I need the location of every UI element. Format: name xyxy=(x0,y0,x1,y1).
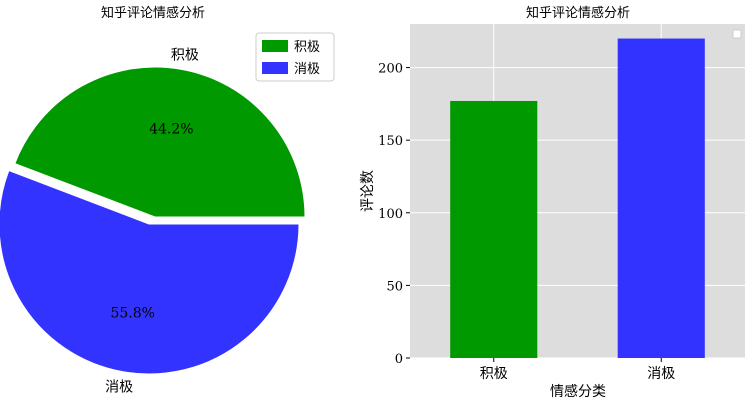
pie-title: 知乎评论情感分析 xyxy=(101,5,205,21)
pie-percent-label: 44.2% xyxy=(149,121,193,137)
pie-slices xyxy=(0,66,306,375)
pie-labels: 44.2% 积极 55.8% 消极 xyxy=(105,48,199,396)
pie-slice-positive xyxy=(14,66,306,218)
y-tick-label: 0 xyxy=(395,352,403,367)
y-tick-label: 200 xyxy=(378,62,403,77)
bar-chart: 知乎评论情感分析 0 50 100 150 200 积极 消极 情感分类 评论数 xyxy=(360,5,745,400)
legend-box xyxy=(732,29,742,39)
x-tick-label: 积极 xyxy=(480,366,508,382)
legend-swatch-negative xyxy=(262,62,288,74)
pie-slice-negative xyxy=(0,169,300,375)
x-axis-label: 情感分类 xyxy=(550,383,606,400)
bar-title: 知乎评论情感分析 xyxy=(526,5,630,21)
x-axis: 积极 消极 xyxy=(480,358,675,382)
pie-percent-label: 55.8% xyxy=(110,306,154,322)
y-tick-label: 100 xyxy=(378,207,403,222)
legend-label-negative: 消极 xyxy=(294,62,320,77)
x-tick-label: 消极 xyxy=(647,366,675,382)
pie-category-label: 积极 xyxy=(171,48,199,64)
pie-legend: 积极 消极 xyxy=(255,32,335,82)
bars xyxy=(450,38,705,359)
y-tick-label: 150 xyxy=(378,134,403,149)
bar-negative xyxy=(617,38,705,359)
y-axis-label: 评论数 xyxy=(360,170,376,212)
legend-swatch-positive xyxy=(262,40,288,52)
bar-positive xyxy=(450,100,538,359)
y-tick-label: 50 xyxy=(386,279,403,294)
pie-chart: 知乎评论情感分析 44.2% 积极 55.8% 消极 积极 消极 xyxy=(0,5,335,396)
y-axis: 0 50 100 150 200 xyxy=(378,62,410,367)
legend-label-positive: 积极 xyxy=(294,40,320,55)
pie-category-label: 消极 xyxy=(105,379,133,395)
